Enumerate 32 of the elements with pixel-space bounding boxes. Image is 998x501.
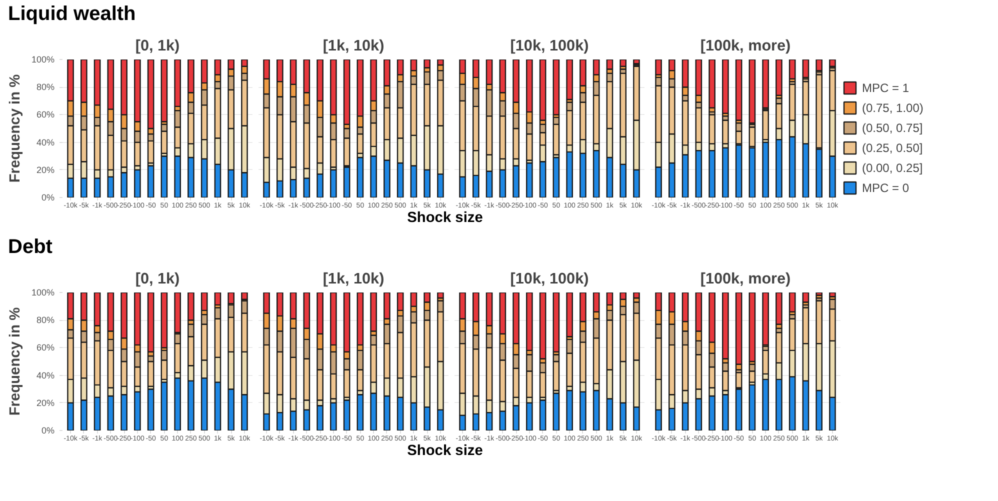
chart-subtitle: [1k, 10k) [322,38,384,54]
chart-title: Liquid wealth [8,3,136,25]
y-axis-title: Frequency in % [7,307,24,416]
legend-label: (0.25, 0.50] [862,140,923,154]
y-tick-label: 40% [36,137,54,148]
chart-subtitle: [10k, 100k) [510,270,589,288]
y-tick-label: 20% [36,398,54,408]
y-tick-label: 100% [31,54,55,64]
legend-label: MPC = 1 [862,80,910,94]
x-axis-title: Shock size [407,210,483,226]
y-tick-label: 80% [36,82,54,92]
y-tick-label: 100% [31,288,55,298]
y-tick-label: 0% [41,426,55,436]
chart-subtitle: [100k, more) [700,38,791,54]
y-tick-label: 60% [36,110,54,120]
chart-subtitle: [10k, 100k) [510,38,589,54]
legend-label: (0.50, 0.75] [862,120,923,134]
chart-title: Debt [8,236,52,258]
y-tick-label: 20% [36,164,54,175]
chart-subtitle: [0, 1k) [135,270,180,288]
y-tick-label: 60% [36,342,54,353]
legend-label: (0.75, 1.00) [862,100,924,114]
chart-subtitle: [100k, more) [700,270,791,288]
legend-label: (0.00, 0.25] [862,160,923,174]
y-axis-title: Frequency in % [7,74,24,183]
y-tick-label: 80% [36,315,54,326]
chart-subtitle: [1k, 10k) [322,270,384,288]
x-axis-title: Shock size [407,443,483,459]
y-tick-label: 0% [41,192,55,202]
legend-label: MPC = 0 [862,180,910,194]
y-tick-label: 40% [36,370,54,380]
chart-subtitle: [0, 1k) [135,38,180,54]
